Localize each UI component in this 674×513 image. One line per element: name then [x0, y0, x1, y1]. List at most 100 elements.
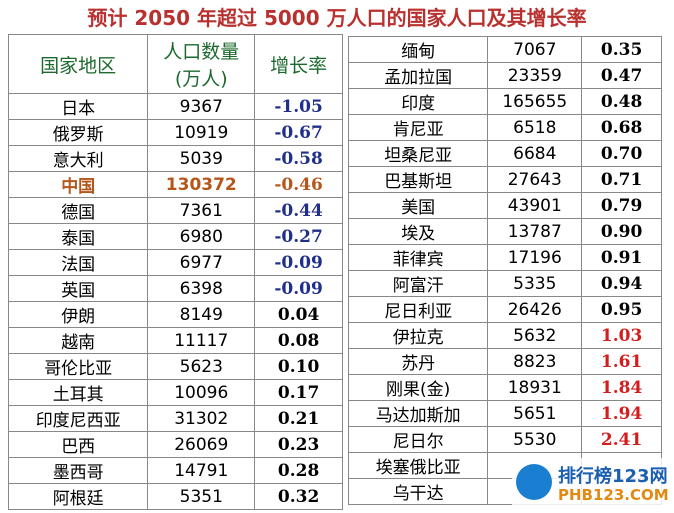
population: 18931: [487, 374, 583, 401]
population: 8149: [147, 301, 256, 328]
country: 埃塞俄比亚: [347, 452, 489, 479]
table-row: 中国 130372 -0.46: [7, 171, 343, 198]
table-row: 意大利 5039 -0.58: [7, 145, 343, 172]
growth-rate: 0.10: [254, 353, 343, 380]
country: 英国: [7, 275, 149, 302]
population: 27643: [487, 166, 583, 193]
growth-rate: 0.23: [254, 431, 343, 458]
country: 意大利: [7, 145, 149, 172]
population: 5632: [487, 322, 583, 349]
table-row: 坦桑尼亚 6684 0.70: [347, 140, 662, 167]
population: 9367: [147, 93, 256, 120]
table-row: 日本 9367 -1.05: [7, 93, 343, 120]
country: 孟加拉国: [347, 62, 489, 89]
country: 阿根廷: [7, 483, 149, 510]
growth-rate: 1.94: [581, 400, 662, 427]
country: 德国: [7, 197, 149, 224]
country: 印度: [347, 88, 489, 115]
growth-rate: 0.04: [254, 301, 343, 328]
population: 5039: [147, 145, 256, 172]
population: 6980: [147, 223, 256, 250]
population: 23359: [487, 62, 583, 89]
growth-rate: -0.09: [254, 275, 343, 302]
growth-rate: -0.58: [254, 145, 343, 172]
table-row: 菲律宾 17196 0.91: [347, 244, 662, 271]
table-row: 阿富汗 5335 0.94: [347, 270, 662, 297]
growth-rate: 0.32: [254, 483, 343, 510]
table-row: 巴西 26069 0.23: [7, 431, 343, 458]
growth-rate: -0.27: [254, 223, 343, 250]
country: 马达加斯加: [347, 400, 489, 427]
country: 印度尼西亚: [7, 405, 149, 432]
table-row: 英国 6398 -0.09: [7, 275, 343, 302]
country: 伊朗: [7, 301, 149, 328]
table-row: 肯尼亚 6518 0.68: [347, 114, 662, 141]
population: 13787: [487, 218, 583, 245]
growth-rate: 0.17: [254, 379, 343, 406]
population: 6518: [487, 114, 583, 141]
table-row: 土耳其 10096 0.17: [7, 379, 343, 406]
left-table: 国家地区 人口数量 (万人) 增长率 日本 9367 -1.05 俄罗斯 10919 -0.6…: [7, 34, 343, 510]
header-row: 国家地区 人口数量 (万人) 增长率: [7, 34, 343, 94]
table-row: 尼日利亚 26426 0.95: [347, 296, 662, 323]
population: 130372: [147, 171, 256, 198]
country: 日本: [7, 93, 149, 120]
table-row: 哥伦比亚 5623 0.10: [7, 353, 343, 380]
table-row: 缅甸 7067 0.35: [347, 36, 662, 63]
column-header: 国家地区: [7, 34, 149, 94]
population: 6977: [147, 249, 256, 276]
title: 预计 2050 年超过 5000 万人口的国家人口及其增长率: [87, 6, 587, 30]
growth-rate: 0.90: [581, 218, 662, 245]
population: 5351: [147, 483, 256, 510]
population: 10096: [147, 379, 256, 406]
country: 尼日利亚: [347, 296, 489, 323]
table-row: 孟加拉国 23359 0.47: [347, 62, 662, 89]
growth-rate: 0.08: [254, 327, 343, 354]
growth-rate: 0.28: [254, 457, 343, 484]
country: 法国: [7, 249, 149, 276]
table-row: 印度 165655 0.48: [347, 88, 662, 115]
population: 26426: [487, 296, 583, 323]
growth-rate: 0.68: [581, 114, 662, 141]
population: 5623: [147, 353, 256, 380]
growth-rate: 0.95: [581, 296, 662, 323]
growth-rate: 0.35: [581, 36, 662, 63]
population: 43901: [487, 192, 583, 219]
country: 伊拉克: [347, 322, 489, 349]
growth-rate: 1.61: [581, 348, 662, 375]
population: 26069: [147, 431, 256, 458]
right-table: 缅甸 7067 0.35 孟加拉国 23359 0.47 印度 165655 0.48 肯尼亚 65…: [347, 36, 662, 505]
growth-rate: -0.09: [254, 249, 343, 276]
population: 6684: [487, 140, 583, 167]
table-row: 埃及 13787 0.90: [347, 218, 662, 245]
country: 巴基斯坦: [347, 166, 489, 193]
table-row: 美国 43901 0.79: [347, 192, 662, 219]
watermark: 排行榜123网 PHB123.COM: [512, 458, 670, 508]
country: 坦桑尼亚: [347, 140, 489, 167]
population: 14791: [147, 457, 256, 484]
population: 31302: [147, 405, 256, 432]
country: 美国: [347, 192, 489, 219]
country: 阿富汗: [347, 270, 489, 297]
country: 巴西: [7, 431, 149, 458]
table-row: 俄罗斯 10919 -0.67: [7, 119, 343, 146]
country: 菲律宾: [347, 244, 489, 271]
population: 5530: [487, 426, 583, 453]
population: 5335: [487, 270, 583, 297]
growth-rate: -0.44: [254, 197, 343, 224]
column-header: 增长率: [254, 34, 343, 94]
population: 5651: [487, 400, 583, 427]
country: 墨西哥: [7, 457, 149, 484]
watermark-name: 排行榜123网: [558, 466, 668, 487]
country: 乌干达: [347, 478, 489, 505]
country: 苏丹: [347, 348, 489, 375]
column-header: 人口数量 (万人): [147, 34, 256, 94]
country: 缅甸: [347, 36, 489, 63]
growth-rate: 2.41: [581, 426, 662, 453]
growth-rate: 0.91: [581, 244, 662, 271]
country: 泰国: [7, 223, 149, 250]
growth-rate: 0.71: [581, 166, 662, 193]
population: 17196: [487, 244, 583, 271]
table-row: 法国 6977 -0.09: [7, 249, 343, 276]
